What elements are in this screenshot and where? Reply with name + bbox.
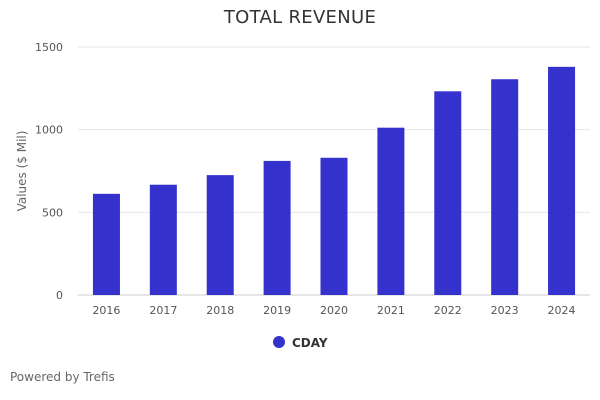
legend-marker-cdai[interactable]	[273, 336, 285, 348]
y-tick-labels: 0 500 1000 1500	[35, 41, 63, 302]
x-tick-label: 2023	[491, 304, 519, 317]
bar-2020[interactable]	[320, 157, 348, 295]
x-tick-label: 2016	[92, 304, 120, 317]
bar-2023[interactable]	[491, 79, 519, 296]
bar-2016[interactable]	[92, 193, 120, 295]
legend-label[interactable]: CDAY	[292, 336, 328, 350]
y-tick-label: 0	[56, 289, 63, 302]
bar-2021[interactable]	[377, 127, 405, 295]
x-tick-label: 2019	[263, 304, 291, 317]
x-tick-label: 2022	[434, 304, 462, 317]
bar-2019[interactable]	[263, 160, 291, 295]
bar-2017[interactable]	[149, 184, 177, 295]
x-tick-label: 2020	[320, 304, 348, 317]
x-tick-label: 2017	[149, 304, 177, 317]
bar-2018[interactable]	[206, 175, 234, 295]
powered-by-credit[interactable]: Powered by Trefis	[10, 370, 115, 384]
bar-2022[interactable]	[434, 91, 462, 296]
x-tick-label: 2024	[548, 304, 576, 317]
legend[interactable]: CDAY	[273, 336, 328, 350]
bar-layer	[92, 66, 576, 296]
y-axis-label: Values ($ Mil)	[15, 131, 29, 212]
x-tick-label: 2021	[377, 304, 405, 317]
bar-2024[interactable]	[548, 66, 576, 295]
y-tick-label: 500	[42, 206, 63, 219]
x-tick-label: 2018	[206, 304, 234, 317]
y-tick-label: 1000	[35, 124, 63, 137]
y-tick-label: 1500	[35, 41, 63, 54]
x-tick-labels: 2016 2017 2018 2019 2020 2021 2022 2023 2024	[92, 304, 575, 317]
chart-title: TOTAL REVENUE	[223, 7, 377, 28]
